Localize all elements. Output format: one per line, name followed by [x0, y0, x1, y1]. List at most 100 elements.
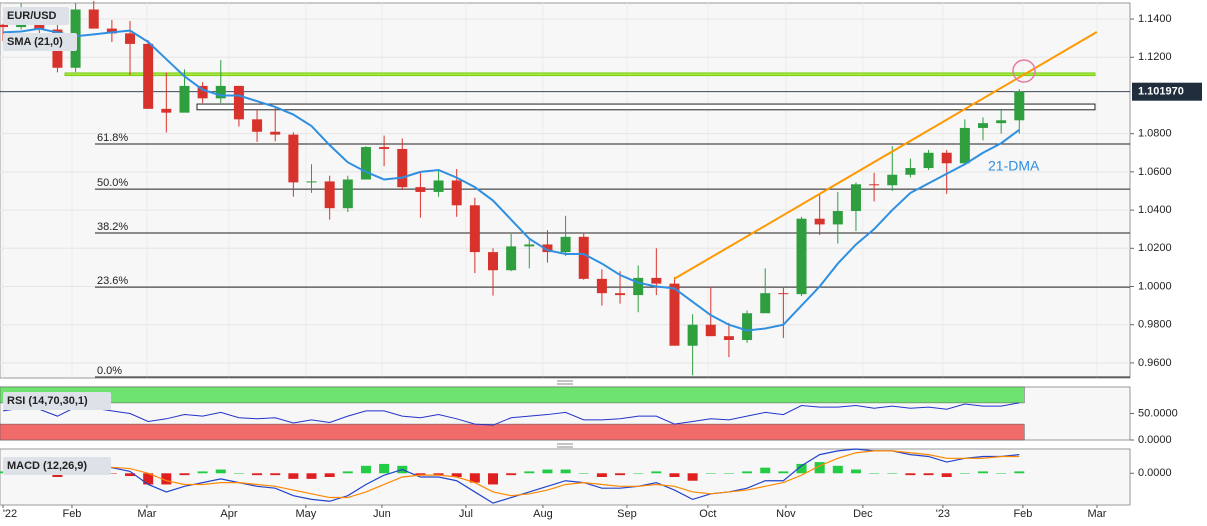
histogram-bar	[633, 473, 644, 474]
histogram-bar	[651, 471, 662, 474]
trendline	[673, 31, 1098, 280]
histogram-bar	[125, 473, 136, 477]
candle-body	[669, 283, 680, 346]
sma-line	[2, 27, 1020, 332]
y-tick-label: 1.1200	[1138, 51, 1172, 63]
candle-body	[633, 277, 644, 296]
histogram-bar	[52, 473, 63, 477]
histogram-bar	[760, 467, 771, 474]
y-tick-label: 50.0000	[1138, 407, 1178, 419]
candle-body	[360, 147, 371, 180]
histogram-bar	[542, 469, 553, 474]
candle-body	[433, 180, 444, 192]
y-tick-label: 0.9800	[1138, 319, 1172, 331]
fib-label: 23.6%	[97, 275, 128, 287]
candle-body	[524, 244, 535, 247]
fib-label: 0.0%	[97, 365, 122, 377]
histogram-bar	[941, 473, 952, 477]
x-tick-label: Dec	[853, 508, 873, 520]
histogram-bar	[705, 473, 716, 474]
x-tick-label: Mar	[137, 508, 156, 520]
last-price-box	[1132, 82, 1202, 101]
candle-body	[542, 244, 553, 253]
candle-body	[197, 85, 208, 99]
candle-body	[560, 236, 571, 253]
candle-body	[469, 205, 480, 253]
y-tick-label: 0.9600	[1138, 357, 1172, 369]
candle-body	[923, 152, 934, 169]
candle-body	[687, 324, 698, 346]
histogram-bar	[905, 473, 916, 476]
candle-body	[379, 147, 390, 149]
candle-body	[832, 211, 843, 225]
histogram-bar	[723, 473, 734, 474]
candle-body	[233, 85, 244, 120]
candle-body	[252, 119, 263, 132]
candle-body	[397, 148, 408, 188]
x-tick-label: Oct	[699, 508, 716, 520]
candle-body	[342, 179, 353, 209]
y-tick-label: 1.0400	[1138, 204, 1172, 216]
rsi-line	[2, 402, 1020, 426]
histogram-bar	[887, 473, 898, 474]
candle-body	[161, 108, 172, 113]
histogram-bar	[487, 473, 498, 485]
x-tick-label: May	[295, 508, 316, 520]
histogram-bar	[379, 463, 390, 474]
histogram-bar	[469, 473, 480, 483]
histogram-bar	[288, 473, 299, 479]
x-tick-label: Aug	[533, 508, 553, 520]
histogram-bar	[360, 465, 371, 474]
histogram-bar	[415, 473, 426, 476]
panel-title: RSI (14,70,30,1)	[7, 395, 88, 407]
histogram-bar	[506, 473, 517, 476]
candle-body	[596, 278, 607, 294]
candle-body	[288, 134, 299, 183]
histogram-bar	[524, 471, 535, 474]
signal-line	[2, 450, 1020, 499]
histogram-bar	[742, 471, 753, 474]
y-tick-label: 1.1400	[1138, 13, 1172, 25]
histogram-bar	[106, 473, 117, 474]
histogram-bar	[669, 473, 680, 477]
histogram-bar	[1014, 471, 1025, 474]
candle-body	[615, 293, 626, 296]
x-tick-label: Jun	[373, 508, 391, 520]
histogram-bar	[179, 473, 190, 476]
histogram-bar	[451, 473, 462, 477]
last-price-label: 1.101970	[1138, 86, 1184, 98]
candle-body	[578, 236, 589, 279]
histogram-bar	[796, 463, 807, 474]
panel-title: SMA (21,0)	[7, 36, 63, 48]
fib-label: 61.8%	[97, 132, 128, 144]
histogram-bar	[814, 462, 825, 474]
candle-body	[959, 127, 970, 164]
x-tick-label: Feb	[1013, 508, 1032, 520]
histogram-bar	[161, 473, 172, 485]
y-tick-label: 1.0600	[1138, 166, 1172, 178]
candle-body	[270, 131, 281, 135]
price-panel	[0, 2, 1131, 379]
candle-body	[742, 313, 753, 340]
histogram-bar	[306, 473, 317, 479]
annotation: 21-DMA	[988, 158, 1040, 174]
histogram-bar	[252, 473, 263, 476]
candle-body	[415, 187, 426, 192]
candle-body	[723, 336, 734, 340]
rsi-band	[0, 386, 1025, 404]
panel-handle[interactable]	[557, 380, 573, 385]
candle-body	[88, 9, 99, 29]
candle-body	[887, 174, 898, 186]
histogram-bar	[869, 473, 880, 474]
candle-body	[651, 277, 662, 284]
rsi-band	[0, 423, 1025, 441]
candle-body	[0, 24, 8, 28]
x-tick-label: '23	[936, 508, 950, 520]
candle-body	[125, 33, 136, 44]
candle-body	[306, 181, 317, 183]
candle-body	[869, 184, 880, 186]
panel-handle[interactable]	[557, 443, 573, 448]
histogram-bar	[342, 471, 353, 474]
histogram-bar	[560, 469, 571, 474]
